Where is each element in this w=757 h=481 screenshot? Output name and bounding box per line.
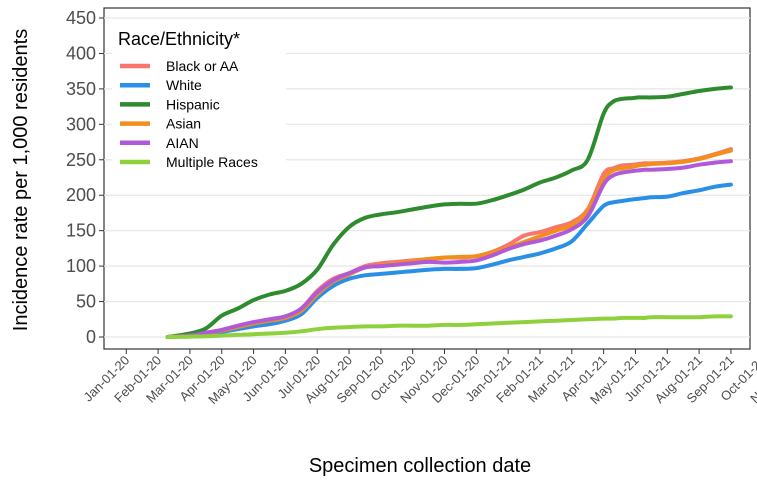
y-tick-label: 450 xyxy=(66,8,96,28)
y-tick-label: 0 xyxy=(86,327,96,347)
legend: Race/Ethnicity* Black or AA White Hispanic… xyxy=(112,22,286,180)
series-line-multiple-races xyxy=(165,314,733,339)
y-tick-label: 100 xyxy=(66,256,96,276)
y-axis: 0 50 100 150 200 250 300 350 400 450 xyxy=(66,8,104,347)
legend-label-asian: Asian xyxy=(166,116,201,132)
legend-title: Race/Ethnicity* xyxy=(118,29,240,49)
legend-label-aian: AIAN xyxy=(166,135,199,151)
y-axis-title: Incidence rate per 1,000 residents xyxy=(10,29,32,331)
x-axis: Jan-01-20Feb-01-20Mar-01-20Apr-01-20May-… xyxy=(80,349,757,407)
y-tick-label: 250 xyxy=(66,150,96,170)
y-tick-label: 350 xyxy=(66,79,96,99)
legend-label-hispanic: Hispanic xyxy=(166,96,220,112)
legend-box xyxy=(112,22,286,180)
y-tick-label: 150 xyxy=(66,221,96,241)
series-layer xyxy=(165,85,733,339)
y-tick-label: 50 xyxy=(76,292,96,312)
legend-label-white: White xyxy=(166,77,202,93)
legend-label-black-or-aa: Black or AA xyxy=(166,58,239,74)
series-line-white xyxy=(165,182,733,339)
y-tick-label: 200 xyxy=(66,185,96,205)
legend-label-multiple-races: Multiple Races xyxy=(166,154,258,170)
y-tick-label: 400 xyxy=(66,43,96,63)
y-tick-label: 300 xyxy=(66,114,96,134)
x-axis-title: Specimen collection date xyxy=(309,455,531,477)
series-line-aian xyxy=(165,159,733,339)
series-line-hispanic xyxy=(165,85,733,339)
